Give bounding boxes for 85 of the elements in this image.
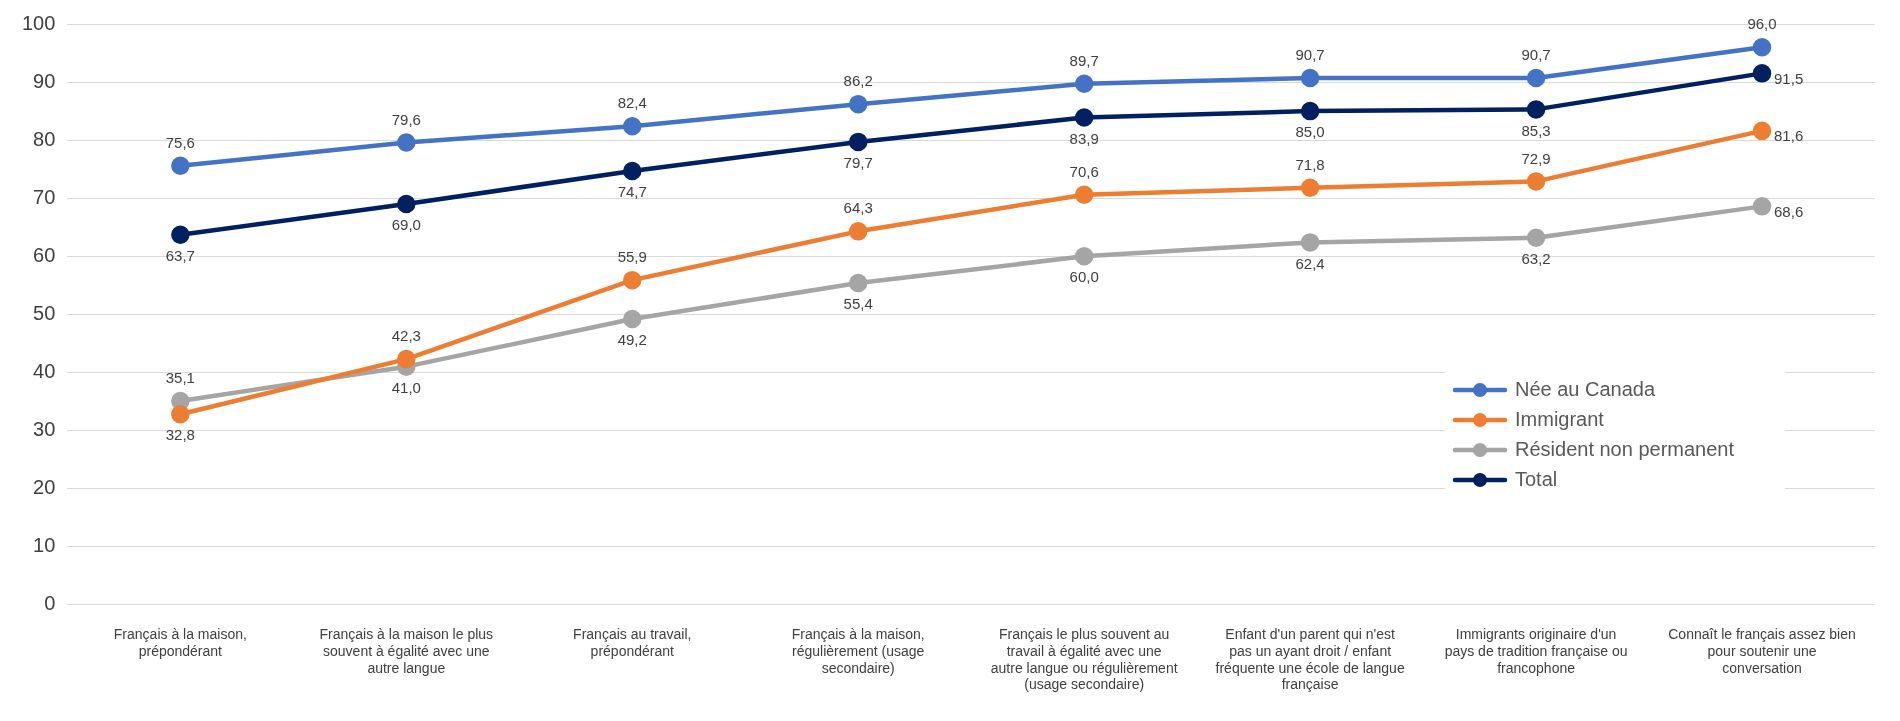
point [1300,101,1320,121]
x-tick-label: Français au travail, prépondérant [573,626,692,659]
point [623,309,642,329]
y-tick-label: 10 [33,534,56,557]
data-label: 69,0 [391,216,421,234]
y-tick-label: 40 [33,360,56,382]
data-label: 82,4 [617,94,647,112]
y-tick-label: 0 [44,592,56,615]
point [171,156,190,175]
data-label: 74,7 [617,183,647,201]
x-tick-label: Immigrants originaire d'un pays de tradition française ou francophone [1444,626,1628,676]
data-label: 63,2 [1521,249,1551,267]
point [1752,64,1772,83]
data-label: 85,3 [1521,121,1551,139]
data-label: 72,9 [1521,149,1551,167]
y-tick-label: 100 [21,11,56,34]
data-label: 70,6 [1069,162,1099,180]
data-label: 55,9 [617,248,647,266]
data-label: 49,2 [617,331,647,349]
legend-label: Née au Canada [1515,377,1656,400]
point [397,349,416,369]
point [397,133,416,152]
data-label: 86,2 [843,72,873,90]
data-label: 79,7 [843,154,873,172]
legend-label: Total [1515,467,1558,490]
data-label: 41,0 [391,378,421,396]
data-label: 89,7 [1069,51,1099,69]
point [1752,197,1772,216]
data-label: 64,3 [843,199,873,217]
y-tick-label: 60 [33,243,56,266]
point [1526,68,1546,88]
point [1752,37,1772,57]
point [1074,108,1094,127]
point [1074,185,1094,205]
point [1526,100,1546,119]
point [1526,228,1546,247]
point [1526,172,1546,191]
data-label: 90,7 [1521,46,1551,64]
data-label: 60,0 [1069,268,1099,286]
point [848,222,868,241]
x-tick-label: Enfant d'un parent qui n'est pas un ayant droit / enfant fréquente une école de langue française [1215,626,1405,693]
data-label: 68,6 [1774,202,1804,220]
data-label: 81,6 [1774,127,1804,145]
data-label: 75,6 [165,133,195,151]
x-tick-label: Français à la maison le plus souvent à égalité avec une autre langue [319,626,494,676]
y-tick-label: 80 [33,127,56,150]
point [1300,178,1320,198]
data-label: 71,8 [1295,155,1325,173]
point [1074,74,1094,94]
y-tick-label: 50 [33,301,56,324]
x-tick-label: Français à la maison, prépondérant [113,626,247,659]
y-tick-label: 30 [33,418,56,441]
point [848,132,868,152]
data-label: 90,7 [1295,46,1325,64]
data-label: 62,4 [1295,254,1325,272]
x-tick-label: Français à la maison, régulièrement (usage secondaire) [791,626,925,676]
data-label: 42,3 [391,327,421,345]
y-tick-label: 20 [33,476,56,499]
data-label: 85,0 [1295,123,1325,141]
point [623,270,642,290]
data-label: 35,1 [165,369,195,387]
x-tick-label: Français le plus souvent au travail à égalité avec une autre langue ou régulièrement (usage secondaire) [990,626,1178,693]
point [848,94,868,114]
data-label: 96,0 [1747,15,1777,33]
point [1300,68,1320,88]
point [1074,247,1094,266]
point [1300,233,1320,252]
legend-label: Résident non permanent [1515,437,1735,460]
point [171,225,190,245]
data-label: 63,7 [165,246,195,264]
legend-label: Immigrant [1515,407,1605,430]
data-label: 83,9 [1069,129,1099,147]
data-label: 32,8 [165,426,195,444]
point [848,273,868,293]
point [397,194,416,214]
data-label: 79,6 [391,110,421,128]
x-tick-label: Connaît le français assez bien pour soutenir une conversation [1668,626,1856,676]
y-tick-label: 70 [33,185,56,208]
data-label: 55,4 [843,295,873,313]
y-tick-label: 90 [33,69,56,92]
point [1752,121,1772,141]
data-label: 91,5 [1774,69,1804,87]
point [623,161,642,181]
point [171,405,190,424]
point [623,116,642,136]
